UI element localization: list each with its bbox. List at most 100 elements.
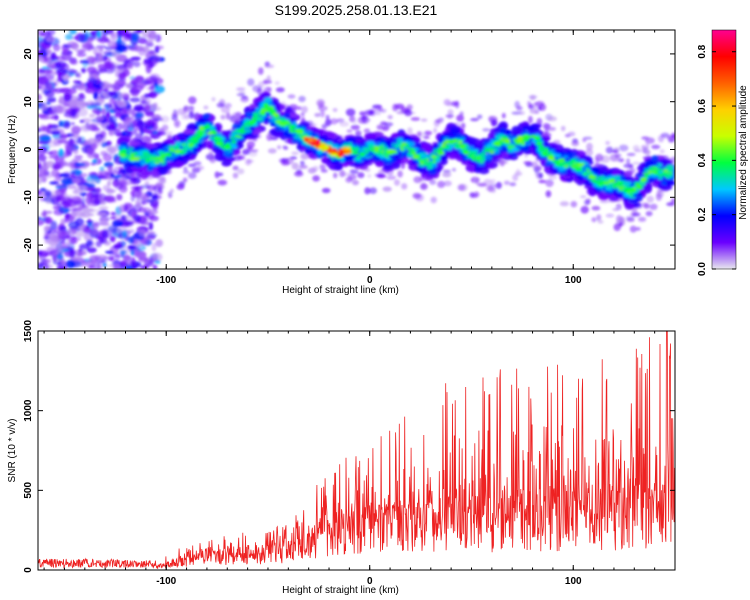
noise-blob <box>80 82 86 89</box>
halo-blob <box>538 172 543 179</box>
noise-blob <box>110 212 117 216</box>
ridge-blob <box>597 176 602 181</box>
noise-blob <box>80 34 86 42</box>
halo-blob <box>570 201 578 208</box>
ridge-blob <box>598 183 603 187</box>
noise-blob <box>119 204 126 213</box>
noise-blob <box>53 208 65 216</box>
noise-blob <box>114 253 124 258</box>
noise-blob <box>92 141 101 147</box>
halo-blob <box>407 127 413 135</box>
noise-blob <box>47 123 53 130</box>
halo-blob <box>394 103 405 110</box>
halo-blob <box>314 113 321 117</box>
ridge-blob <box>288 112 297 118</box>
ridge-blob <box>187 138 193 142</box>
noise-blob <box>56 139 69 144</box>
halo-blob <box>297 106 302 110</box>
noise-blob <box>136 36 147 44</box>
noise-blob <box>105 250 114 254</box>
halo-blob <box>320 169 328 173</box>
halo-blob <box>113 166 123 175</box>
ridge-blob <box>619 188 623 192</box>
halo-blob <box>495 181 502 189</box>
halo-blob <box>132 123 142 131</box>
halo-blob <box>582 138 587 143</box>
ridge-blob <box>399 144 405 148</box>
halo-blob <box>245 158 252 166</box>
halo-blob <box>369 187 377 194</box>
halo-blob <box>236 87 246 91</box>
ridge-blob <box>197 117 208 125</box>
noise-blob <box>99 216 109 224</box>
ridge-blob <box>479 159 485 163</box>
noise-blob <box>55 195 62 202</box>
ridge-blob <box>650 170 656 174</box>
ridge-blob <box>230 137 235 140</box>
ridge-blob <box>235 135 242 138</box>
halo-blob <box>397 170 403 178</box>
noise-blob <box>53 104 64 114</box>
noise-blob <box>38 30 44 33</box>
ridge-blob <box>435 156 441 159</box>
halo-blob <box>218 172 224 176</box>
halo-blob <box>501 112 506 119</box>
ridge-blob <box>120 150 127 155</box>
halo-blob <box>280 101 286 105</box>
noise-blob <box>125 83 133 89</box>
ridge-blob <box>137 151 143 155</box>
halo-blob <box>443 180 452 187</box>
noise-blob <box>127 62 134 70</box>
ridge-blob <box>241 125 246 129</box>
noise-blob <box>38 250 49 258</box>
halo-blob <box>346 129 353 133</box>
ridge-blob <box>364 133 377 140</box>
noise-blob <box>65 33 73 41</box>
ridge-blob <box>211 129 216 134</box>
halo-blob <box>651 144 661 150</box>
ridge-blob <box>567 161 574 166</box>
noise-blob <box>152 123 159 132</box>
noise-blob <box>53 177 63 182</box>
ridge-blob <box>283 113 291 118</box>
halo-blob <box>237 168 245 175</box>
ridge-blob <box>475 155 482 160</box>
halo-blob <box>379 108 387 113</box>
halo-blob <box>174 120 181 128</box>
noise-blob <box>89 113 96 118</box>
halo-blob <box>203 105 209 110</box>
noise-blob <box>63 103 70 107</box>
halo-blob <box>658 135 664 143</box>
noise-blob <box>127 265 132 269</box>
halo-blob <box>376 124 384 130</box>
ridge-blob <box>132 167 143 173</box>
noise-blob <box>80 211 91 218</box>
halo-blob <box>188 172 197 179</box>
noise-blob <box>92 262 101 269</box>
halo-blob <box>645 211 653 217</box>
halo-blob <box>125 176 132 182</box>
noise-blobs <box>38 30 675 269</box>
noise-blob <box>148 50 156 54</box>
halo-blob <box>152 198 161 204</box>
noise-blob <box>45 198 53 204</box>
noise-blob <box>96 30 102 39</box>
halo-blob <box>125 116 132 122</box>
ridge-blob <box>500 137 504 141</box>
halo-blob <box>236 93 246 97</box>
ridge-blob <box>255 112 262 116</box>
noise-blob <box>41 104 48 111</box>
ridge-blob <box>259 92 271 98</box>
noise-blob <box>61 258 66 265</box>
ridge-blob <box>386 157 391 161</box>
ridge-blob <box>334 162 343 170</box>
ridge-blob <box>146 164 154 172</box>
halo-blob <box>150 133 161 139</box>
halo-blob <box>318 101 324 109</box>
noise-blob <box>38 176 43 185</box>
noise-blob <box>107 180 112 187</box>
halo-blob <box>378 169 385 176</box>
noise-blob <box>38 36 44 43</box>
noise-blob <box>98 37 109 42</box>
ridge-blob <box>557 166 565 172</box>
